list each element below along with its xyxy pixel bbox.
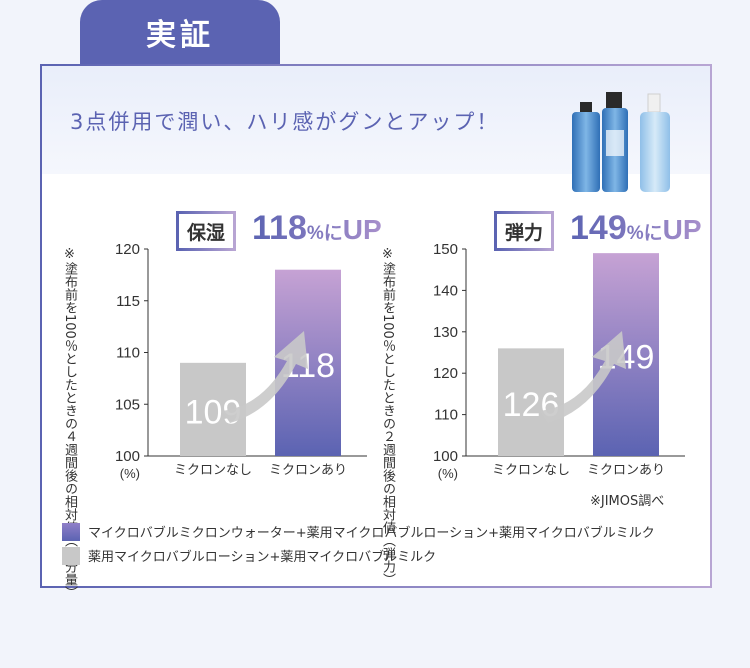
- elasticity-tick-label: 100: [433, 448, 458, 465]
- moisture-tick-label: 105: [115, 396, 140, 413]
- legend-item-combo3: マイクロバブルミクロンウォーター+薬用マイクロバブルローション+薬用マイクロバブ…: [62, 522, 655, 541]
- headline: 3点併用で潤い、ハリ感がグンとアップ！: [70, 110, 500, 134]
- chart-moisture: 保湿 118%にUP ※塗布前を100％としたときの４週間後の相対値（水分量） …: [62, 201, 382, 599]
- moisture-tick-label: 115: [116, 293, 140, 310]
- legend-swatch-purple: [62, 522, 80, 541]
- moisture-badge: 保湿: [176, 211, 237, 251]
- section-tab: 実証: [80, 0, 280, 64]
- moisture-tick-label: 100: [115, 448, 140, 465]
- moisture-category-label: ミクロンなし: [174, 462, 252, 477]
- legend-item-combo2: 薬用マイクロバブルローション+薬用マイクロバブルミルク: [62, 546, 436, 565]
- legend-label-combo2: 薬用マイクロバブルローション+薬用マイクロバブルミルク: [88, 550, 437, 565]
- elasticity-tick-label: 140: [433, 282, 458, 299]
- elasticity-category-label: ミクロンなし: [492, 462, 570, 477]
- elasticity-y-unit: (%): [438, 466, 458, 481]
- legend-label-combo3: マイクロバブルミクロンウォーター+薬用マイクロバブルローション+薬用マイクロバブ…: [88, 526, 655, 541]
- elasticity-y-note: ※塗布前を100％としたときの２週間後の相対値（弾力）: [380, 247, 395, 586]
- footnote: ※JIMOS調べ: [590, 494, 665, 509]
- moisture-y-unit: (%): [120, 466, 140, 481]
- elasticity-category-label: ミクロンあり: [587, 462, 665, 477]
- moisture-tick-label: 120: [115, 241, 140, 258]
- results-card: 3点併用で潤い、ハリ感がグンとアップ！ 保湿 118%にUP ※塗布前を100％…: [40, 64, 712, 599]
- elasticity-badge: 弾力: [494, 211, 555, 251]
- elasticity-tick-label: 110: [434, 407, 458, 424]
- moisture-y-note: ※塗布前を100％としたときの４週間後の相対値（水分量）: [62, 247, 77, 599]
- legend-swatch-gray: [62, 546, 80, 565]
- elasticity-tick-label: 130: [433, 324, 458, 341]
- elasticity-tick-label: 150: [433, 241, 458, 258]
- moisture-tick-label: 110: [116, 345, 140, 362]
- elasticity-bar: [498, 348, 564, 456]
- chart-elasticity: 弾力 149%にUP ※塗布前を100％としたときの２週間後の相対値（弾力） 1…: [380, 201, 700, 586]
- product-bottles-image: [572, 92, 670, 192]
- moisture-category-label: ミクロンあり: [269, 462, 347, 477]
- moisture-trend-arrow: [222, 331, 308, 423]
- elasticity-trend-arrow: [540, 331, 626, 423]
- elasticity-tick-label: 120: [433, 365, 458, 382]
